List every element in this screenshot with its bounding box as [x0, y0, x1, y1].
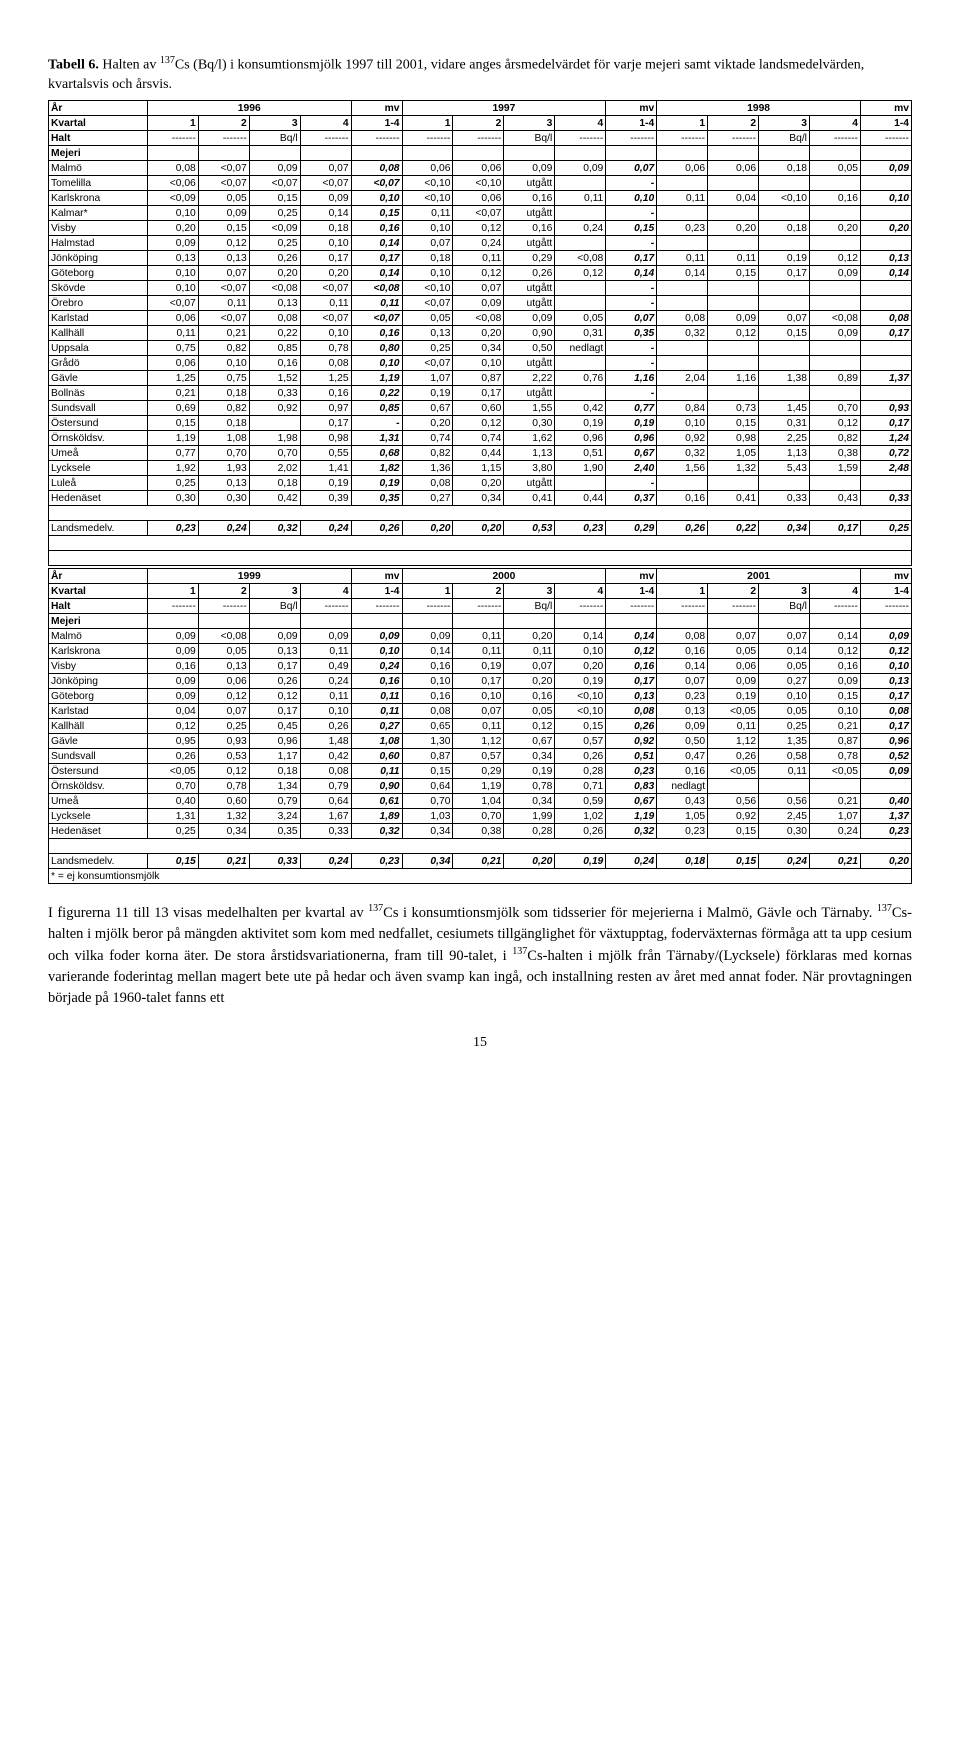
table-row: Umeå0,770,700,700,550,680,820,441,130,51…: [49, 446, 912, 461]
table-row: Tomelilla<0,06<0,07<0,07<0,07<0,07<0,10<…: [49, 176, 912, 191]
table-row: Karlstad0,040,070,170,100,110,080,070,05…: [49, 704, 912, 719]
table-row: Malmö0,09<0,080,090,090,090,090,110,200,…: [49, 629, 912, 644]
table-row: Lycksele1,921,932,021,411,821,361,153,80…: [49, 461, 912, 476]
table-row: Gävle1,250,751,521,251,191,070,872,220,7…: [49, 371, 912, 386]
table-row: Skövde0,10<0,07<0,08<0,07<0,08<0,100,07u…: [49, 281, 912, 296]
table-row: Lycksele1,311,323,241,671,891,030,701,99…: [49, 809, 912, 824]
data-table-1: År1996mv1997mv1998mvKvartal12341-412341-…: [48, 100, 912, 566]
table-row: Umeå0,400,600,790,640,610,701,040,340,59…: [49, 794, 912, 809]
table-row: Hedenäset0,300,300,420,390,350,270,340,4…: [49, 491, 912, 506]
table-row: Karlskrona<0,090,050,150,090,10<0,100,06…: [49, 191, 912, 206]
table-row: Kallhäll0,110,210,220,100,160,130,200,90…: [49, 326, 912, 341]
table-row: Kalmar*0,100,090,250,140,150,11<0,07utgå…: [49, 206, 912, 221]
table-row: Östersund0,150,180,17-0,200,120,300,190,…: [49, 416, 912, 431]
table-row: Karlstad0,06<0,070,08<0,07<0,070,05<0,08…: [49, 311, 912, 326]
table-row: Grådö0,060,100,160,080,10<0,070,10utgått…: [49, 356, 912, 371]
table-row: Bollnäs0,210,180,330,160,220,190,17utgåt…: [49, 386, 912, 401]
table-row: Malmö0,08<0,070,090,070,080,060,060,090,…: [49, 161, 912, 176]
table-row: Sundsvall0,260,531,170,420,600,870,570,3…: [49, 749, 912, 764]
caption-label: Tabell 6.: [48, 58, 99, 73]
body-paragraph: I figurerna 11 till 13 visas medelhalten…: [48, 902, 912, 1009]
table-row: Göteborg0,090,120,120,110,110,160,100,16…: [49, 689, 912, 704]
data-table-2: År1999mv2000mv2001mvKvartal12341-412341-…: [48, 568, 912, 884]
table-row: Hedenäset0,250,340,350,330,320,340,380,2…: [49, 824, 912, 839]
table-row: Örnsköldsv.0,700,781,340,790,900,641,190…: [49, 779, 912, 794]
table-row: Halmstad0,090,120,250,100,140,070,24utgå…: [49, 236, 912, 251]
page-number: 15: [48, 1035, 912, 1051]
table-row: Jönköping0,090,060,260,240,160,100,170,2…: [49, 674, 912, 689]
table-row: Örnsköldsv.1,191,081,980,981,310,740,741…: [49, 431, 912, 446]
table-row: Örebro<0,070,110,130,110,11<0,070,09utgå…: [49, 296, 912, 311]
table-row: Kallhäll0,120,250,450,260,270,650,110,12…: [49, 719, 912, 734]
table-row: Luleå0,250,130,180,190,190,080,20utgått-: [49, 476, 912, 491]
table-row: Karlskrona0,090,050,130,110,100,140,110,…: [49, 644, 912, 659]
table-row: Gävle0,950,930,961,481,081,301,120,670,5…: [49, 734, 912, 749]
table-caption: Tabell 6. Halten av 137Cs (Bq/l) i konsu…: [48, 54, 912, 94]
table-row: Östersund<0,050,120,180,080,110,150,290,…: [49, 764, 912, 779]
table-row: Uppsala0,750,820,850,780,800,250,340,50n…: [49, 341, 912, 356]
table-row: Sundsvall0,690,820,920,970,850,670,601,5…: [49, 401, 912, 416]
table-row: Jönköping0,130,130,260,170,170,180,110,2…: [49, 251, 912, 266]
table-row: Göteborg0,100,070,200,200,140,100,120,26…: [49, 266, 912, 281]
table-row: Visby0,200,15<0,090,180,160,100,120,160,…: [49, 221, 912, 236]
table-row: Visby0,160,130,170,490,240,160,190,070,2…: [49, 659, 912, 674]
